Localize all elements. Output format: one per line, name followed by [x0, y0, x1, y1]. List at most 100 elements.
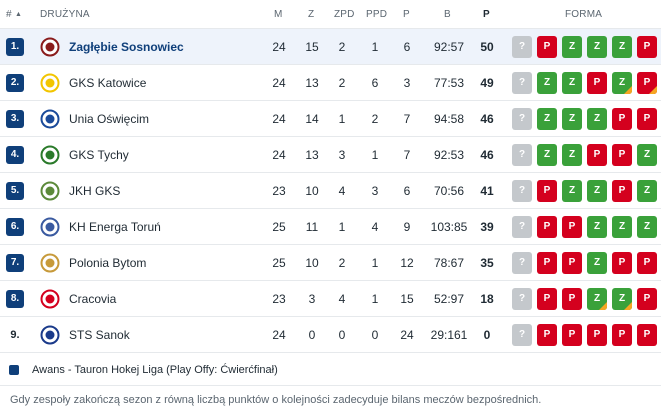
- form-win-badge[interactable]: Z: [562, 72, 582, 94]
- form-loss-badge[interactable]: P: [562, 324, 582, 346]
- stat-z: 13: [305, 148, 319, 162]
- form-loss-badge[interactable]: P: [637, 324, 657, 346]
- team-logo-icon[interactable]: [40, 217, 60, 237]
- team-name[interactable]: GKS Katowice: [69, 76, 147, 90]
- form-win-badge[interactable]: Z: [587, 288, 607, 310]
- form-win-badge[interactable]: Z: [587, 252, 607, 274]
- sort-arrow-icon[interactable]: ▲: [15, 11, 23, 18]
- form-loss-badge[interactable]: P: [562, 288, 582, 310]
- table-row[interactable]: 2. GKS Katowice 24 13 2 6 3 77:53 49? Z Z P Z P: [0, 64, 661, 100]
- form-next-match-badge[interactable]: ?: [512, 288, 532, 310]
- form-loss-badge[interactable]: P: [612, 180, 632, 202]
- form-win-badge[interactable]: Z: [612, 288, 632, 310]
- team-logo-icon[interactable]: [40, 289, 60, 309]
- form-loss-badge[interactable]: P: [612, 252, 632, 274]
- form-next-match-badge[interactable]: ?: [512, 324, 532, 346]
- team-name[interactable]: Unia Oświęcim: [69, 112, 150, 126]
- header-zpd[interactable]: ZPD: [334, 9, 355, 20]
- form-loss-badge[interactable]: P: [537, 252, 557, 274]
- form-loss-badge[interactable]: P: [537, 180, 557, 202]
- header-team[interactable]: DRUŻYNA: [40, 9, 90, 20]
- form-loss-badge[interactable]: P: [587, 324, 607, 346]
- form-win-badge[interactable]: Z: [587, 180, 607, 202]
- form-loss-badge[interactable]: P: [562, 216, 582, 238]
- form-win-badge[interactable]: Z: [637, 180, 657, 202]
- stat-b: 92:57: [433, 40, 465, 54]
- form-next-match-badge[interactable]: ?: [512, 216, 532, 238]
- form-loss-badge[interactable]: P: [537, 288, 557, 310]
- header-m[interactable]: M: [274, 9, 283, 20]
- table-row[interactable]: 6. KH Energa Toruń 25 11 1 4 9 103:85 39? P P Z Z Z: [0, 208, 661, 244]
- stat-b: 103:85: [430, 220, 468, 234]
- team-name[interactable]: KH Energa Toruń: [69, 220, 161, 234]
- form-next-match-badge[interactable]: ?: [512, 36, 532, 58]
- form-win-badge[interactable]: Z: [537, 144, 557, 166]
- table-row[interactable]: 1. Zagłębie Sosnowiec 24 15 2 1 6 92:57 50? P Z Z Z P: [0, 28, 661, 64]
- form-next-match-badge[interactable]: ?: [512, 72, 532, 94]
- form-loss-badge[interactable]: P: [637, 288, 657, 310]
- form-win-badge[interactable]: Z: [537, 72, 557, 94]
- team-name[interactable]: GKS Tychy: [69, 148, 129, 162]
- team-logo-icon[interactable]: [40, 37, 60, 57]
- form-win-badge[interactable]: Z: [612, 72, 632, 94]
- stat-ppd: 1: [371, 292, 379, 306]
- form-next-match-badge[interactable]: ?: [512, 180, 532, 202]
- position-badge: 3.: [6, 110, 24, 128]
- header-z[interactable]: Z: [308, 9, 315, 20]
- table-row[interactable]: 8. Cracovia 23 3 4 1 15 52:97 18? P P Z Z P: [0, 280, 661, 316]
- team-logo-icon[interactable]: [40, 73, 60, 93]
- form-win-badge[interactable]: Z: [537, 108, 557, 130]
- stat-m: 24: [272, 328, 286, 342]
- table-row[interactable]: 4. GKS Tychy 24 13 3 1 7 92:53 46? Z Z P P Z: [0, 136, 661, 172]
- stat-ppd: 0: [371, 328, 379, 342]
- form-win-badge[interactable]: Z: [612, 36, 632, 58]
- form-loss-badge[interactable]: P: [537, 216, 557, 238]
- form-loss-badge[interactable]: P: [612, 144, 632, 166]
- form-win-badge[interactable]: Z: [637, 216, 657, 238]
- position-badge: 1.: [6, 38, 24, 56]
- form-win-badge[interactable]: Z: [562, 180, 582, 202]
- form-next-match-badge[interactable]: ?: [512, 252, 532, 274]
- form-loss-badge[interactable]: P: [587, 144, 607, 166]
- team-name[interactable]: JKH GKS: [69, 184, 121, 198]
- form-win-badge[interactable]: Z: [612, 216, 632, 238]
- form-loss-badge[interactable]: P: [612, 108, 632, 130]
- team-logo-icon[interactable]: [40, 253, 60, 273]
- form-loss-badge[interactable]: P: [637, 72, 657, 94]
- legend-text: Awans - Tauron Hokej Liga (Play Offy: Ćw…: [32, 364, 278, 376]
- team-name[interactable]: Cracovia: [69, 292, 117, 306]
- form-next-match-badge[interactable]: ?: [512, 144, 532, 166]
- team-name[interactable]: Polonia Bytom: [69, 256, 147, 270]
- form-win-badge[interactable]: Z: [637, 144, 657, 166]
- form-win-badge[interactable]: Z: [562, 36, 582, 58]
- form-win-badge[interactable]: Z: [562, 144, 582, 166]
- form-loss-badge[interactable]: P: [537, 324, 557, 346]
- header-pts[interactable]: P: [483, 9, 490, 20]
- form-win-badge[interactable]: Z: [587, 108, 607, 130]
- team-name[interactable]: Zagłębie Sosnowiec: [69, 40, 184, 54]
- team-logo-icon[interactable]: [40, 325, 60, 345]
- header-b[interactable]: B: [444, 9, 451, 20]
- team-logo-icon[interactable]: [40, 145, 60, 165]
- form-loss-badge[interactable]: P: [637, 252, 657, 274]
- form-win-badge[interactable]: Z: [562, 108, 582, 130]
- form-loss-badge[interactable]: P: [637, 108, 657, 130]
- header-ppd[interactable]: PPD: [366, 9, 388, 20]
- table-row[interactable]: 7. Polonia Bytom 25 10 2 1 12 78:67 35? P P Z P P: [0, 244, 661, 280]
- table-row[interactable]: 9. STS Sanok 24 0 0 0 24 29:161 0? P P P P P: [0, 316, 661, 352]
- form-loss-badge[interactable]: P: [562, 252, 582, 274]
- form-loss-badge[interactable]: P: [637, 36, 657, 58]
- form-loss-badge[interactable]: P: [612, 324, 632, 346]
- form-win-badge[interactable]: Z: [587, 216, 607, 238]
- form-next-match-badge[interactable]: ?: [512, 108, 532, 130]
- form-win-badge[interactable]: Z: [587, 36, 607, 58]
- header-pos[interactable]: #: [6, 9, 12, 20]
- team-logo-icon[interactable]: [40, 181, 60, 201]
- header-p[interactable]: P: [403, 9, 410, 20]
- form-loss-badge[interactable]: P: [587, 72, 607, 94]
- form-loss-badge[interactable]: P: [537, 36, 557, 58]
- team-name[interactable]: STS Sanok: [69, 328, 130, 342]
- table-row[interactable]: 3. Unia Oświęcim 24 14 1 2 7 94:58 46? Z Z Z P P: [0, 100, 661, 136]
- team-logo-icon[interactable]: [40, 109, 60, 129]
- table-row[interactable]: 5. JKH GKS 23 10 4 3 6 70:56 41? P Z Z P Z: [0, 172, 661, 208]
